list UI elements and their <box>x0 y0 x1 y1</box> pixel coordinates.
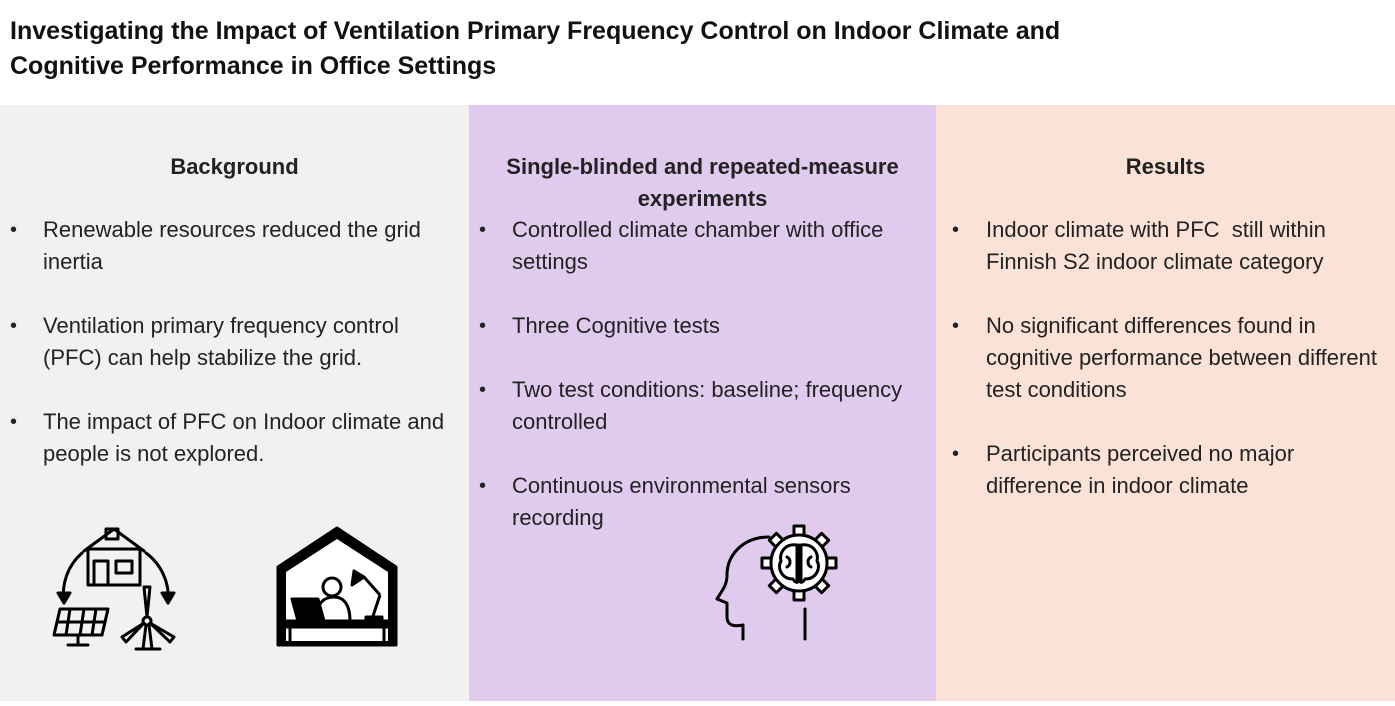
bullet-text: The impact of PFC on Indoor climate and … <box>43 409 445 466</box>
bullet-icon: • <box>479 379 487 401</box>
results-heading: Results <box>1125 154 1206 179</box>
background-panel: Background • Renewable resources reduced … <box>0 105 469 701</box>
list-item: • Three Cognitive tests <box>469 310 936 342</box>
bullet-text: Three Cognitive tests <box>512 313 720 338</box>
bullet-icon: • <box>479 219 487 241</box>
bullet-icon: • <box>10 219 18 241</box>
bullet-icon: • <box>479 315 487 337</box>
bullet-text: No significant differences found in cogn… <box>986 313 1377 402</box>
bullet-icon: • <box>10 315 18 337</box>
bullet-text: Controlled climate chamber with office s… <box>512 217 884 274</box>
list-item: • Ventilation primary frequency control (… <box>0 310 469 374</box>
bullet-icon: • <box>952 315 960 337</box>
list-item: • Continuous environmental sensors record… <box>469 470 936 534</box>
results-bullet-list: • Indoor climate with PFC still within Fi… <box>936 214 1395 534</box>
bullet-icon: • <box>952 219 960 241</box>
bullet-text: Participants perceived no major differen… <box>986 441 1295 498</box>
brain-gear-head-icon <box>713 523 841 643</box>
list-item: • Controlled climate chamber with office … <box>469 214 936 278</box>
experiments-heading: Single-blinded and repeated-measure expe… <box>506 154 899 211</box>
list-item: • Participants perceived no major differe… <box>936 438 1395 502</box>
list-item: • No significant differences found in cog… <box>936 310 1395 406</box>
page-title: Investigating the Impact of Ventilation … <box>10 17 1061 80</box>
bullet-text: Renewable resources reduced the grid ine… <box>43 217 421 274</box>
bullet-text: Two test conditions: baseline; frequency… <box>512 377 903 434</box>
home-office-worker-icon <box>276 525 398 647</box>
background-heading: Background <box>170 154 299 179</box>
bullet-icon: • <box>10 411 18 433</box>
experiments-panel: Single-blinded and repeated-measure expe… <box>469 105 936 701</box>
list-item: • The impact of PFC on Indoor climate and… <box>0 406 469 470</box>
bullet-icon: • <box>479 475 487 497</box>
list-item: • Two test conditions: baseline; frequenc… <box>469 374 936 438</box>
bullet-text: Ventilation primary frequency control (P… <box>43 313 399 370</box>
bullet-text: Continuous environmental sensors recordi… <box>512 473 851 530</box>
bullet-text: Indoor climate with PFC still within Fin… <box>986 217 1333 274</box>
bullet-icon: • <box>952 443 960 465</box>
background-bullet-list: • Renewable resources reduced the grid in… <box>0 214 469 502</box>
list-item: • Renewable resources reduced the grid in… <box>0 214 469 278</box>
list-item: • Indoor climate with PFC still within Fi… <box>936 214 1395 278</box>
results-panel: Results • Indoor climate with PFC still w… <box>936 105 1395 701</box>
experiments-bullet-list: • Controlled climate chamber with office … <box>469 214 936 566</box>
renewable-energy-house-icon <box>50 525 178 651</box>
